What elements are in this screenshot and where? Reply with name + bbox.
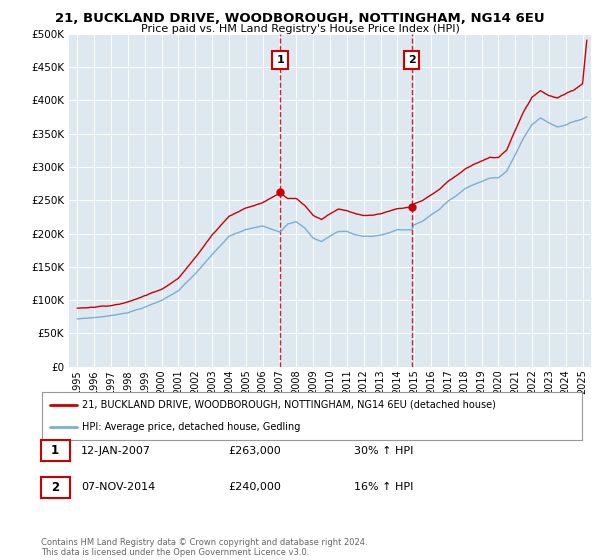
Text: Price paid vs. HM Land Registry's House Price Index (HPI): Price paid vs. HM Land Registry's House …: [140, 24, 460, 34]
Text: 07-NOV-2014: 07-NOV-2014: [81, 482, 155, 492]
Text: Contains HM Land Registry data © Crown copyright and database right 2024.
This d: Contains HM Land Registry data © Crown c…: [41, 538, 367, 557]
Text: £263,000: £263,000: [228, 446, 281, 456]
Text: £240,000: £240,000: [228, 482, 281, 492]
Text: 21, BUCKLAND DRIVE, WOODBOROUGH, NOTTINGHAM, NG14 6EU (detached house): 21, BUCKLAND DRIVE, WOODBOROUGH, NOTTING…: [83, 400, 496, 410]
Text: 12-JAN-2007: 12-JAN-2007: [81, 446, 151, 456]
Text: 30% ↑ HPI: 30% ↑ HPI: [354, 446, 413, 456]
Text: 2: 2: [51, 480, 59, 494]
Text: 1: 1: [51, 444, 59, 458]
Text: 1: 1: [276, 55, 284, 66]
Text: 2: 2: [408, 55, 416, 66]
Text: 21, BUCKLAND DRIVE, WOODBOROUGH, NOTTINGHAM, NG14 6EU: 21, BUCKLAND DRIVE, WOODBOROUGH, NOTTING…: [55, 12, 545, 25]
Text: HPI: Average price, detached house, Gedling: HPI: Average price, detached house, Gedl…: [83, 422, 301, 432]
Text: 16% ↑ HPI: 16% ↑ HPI: [354, 482, 413, 492]
